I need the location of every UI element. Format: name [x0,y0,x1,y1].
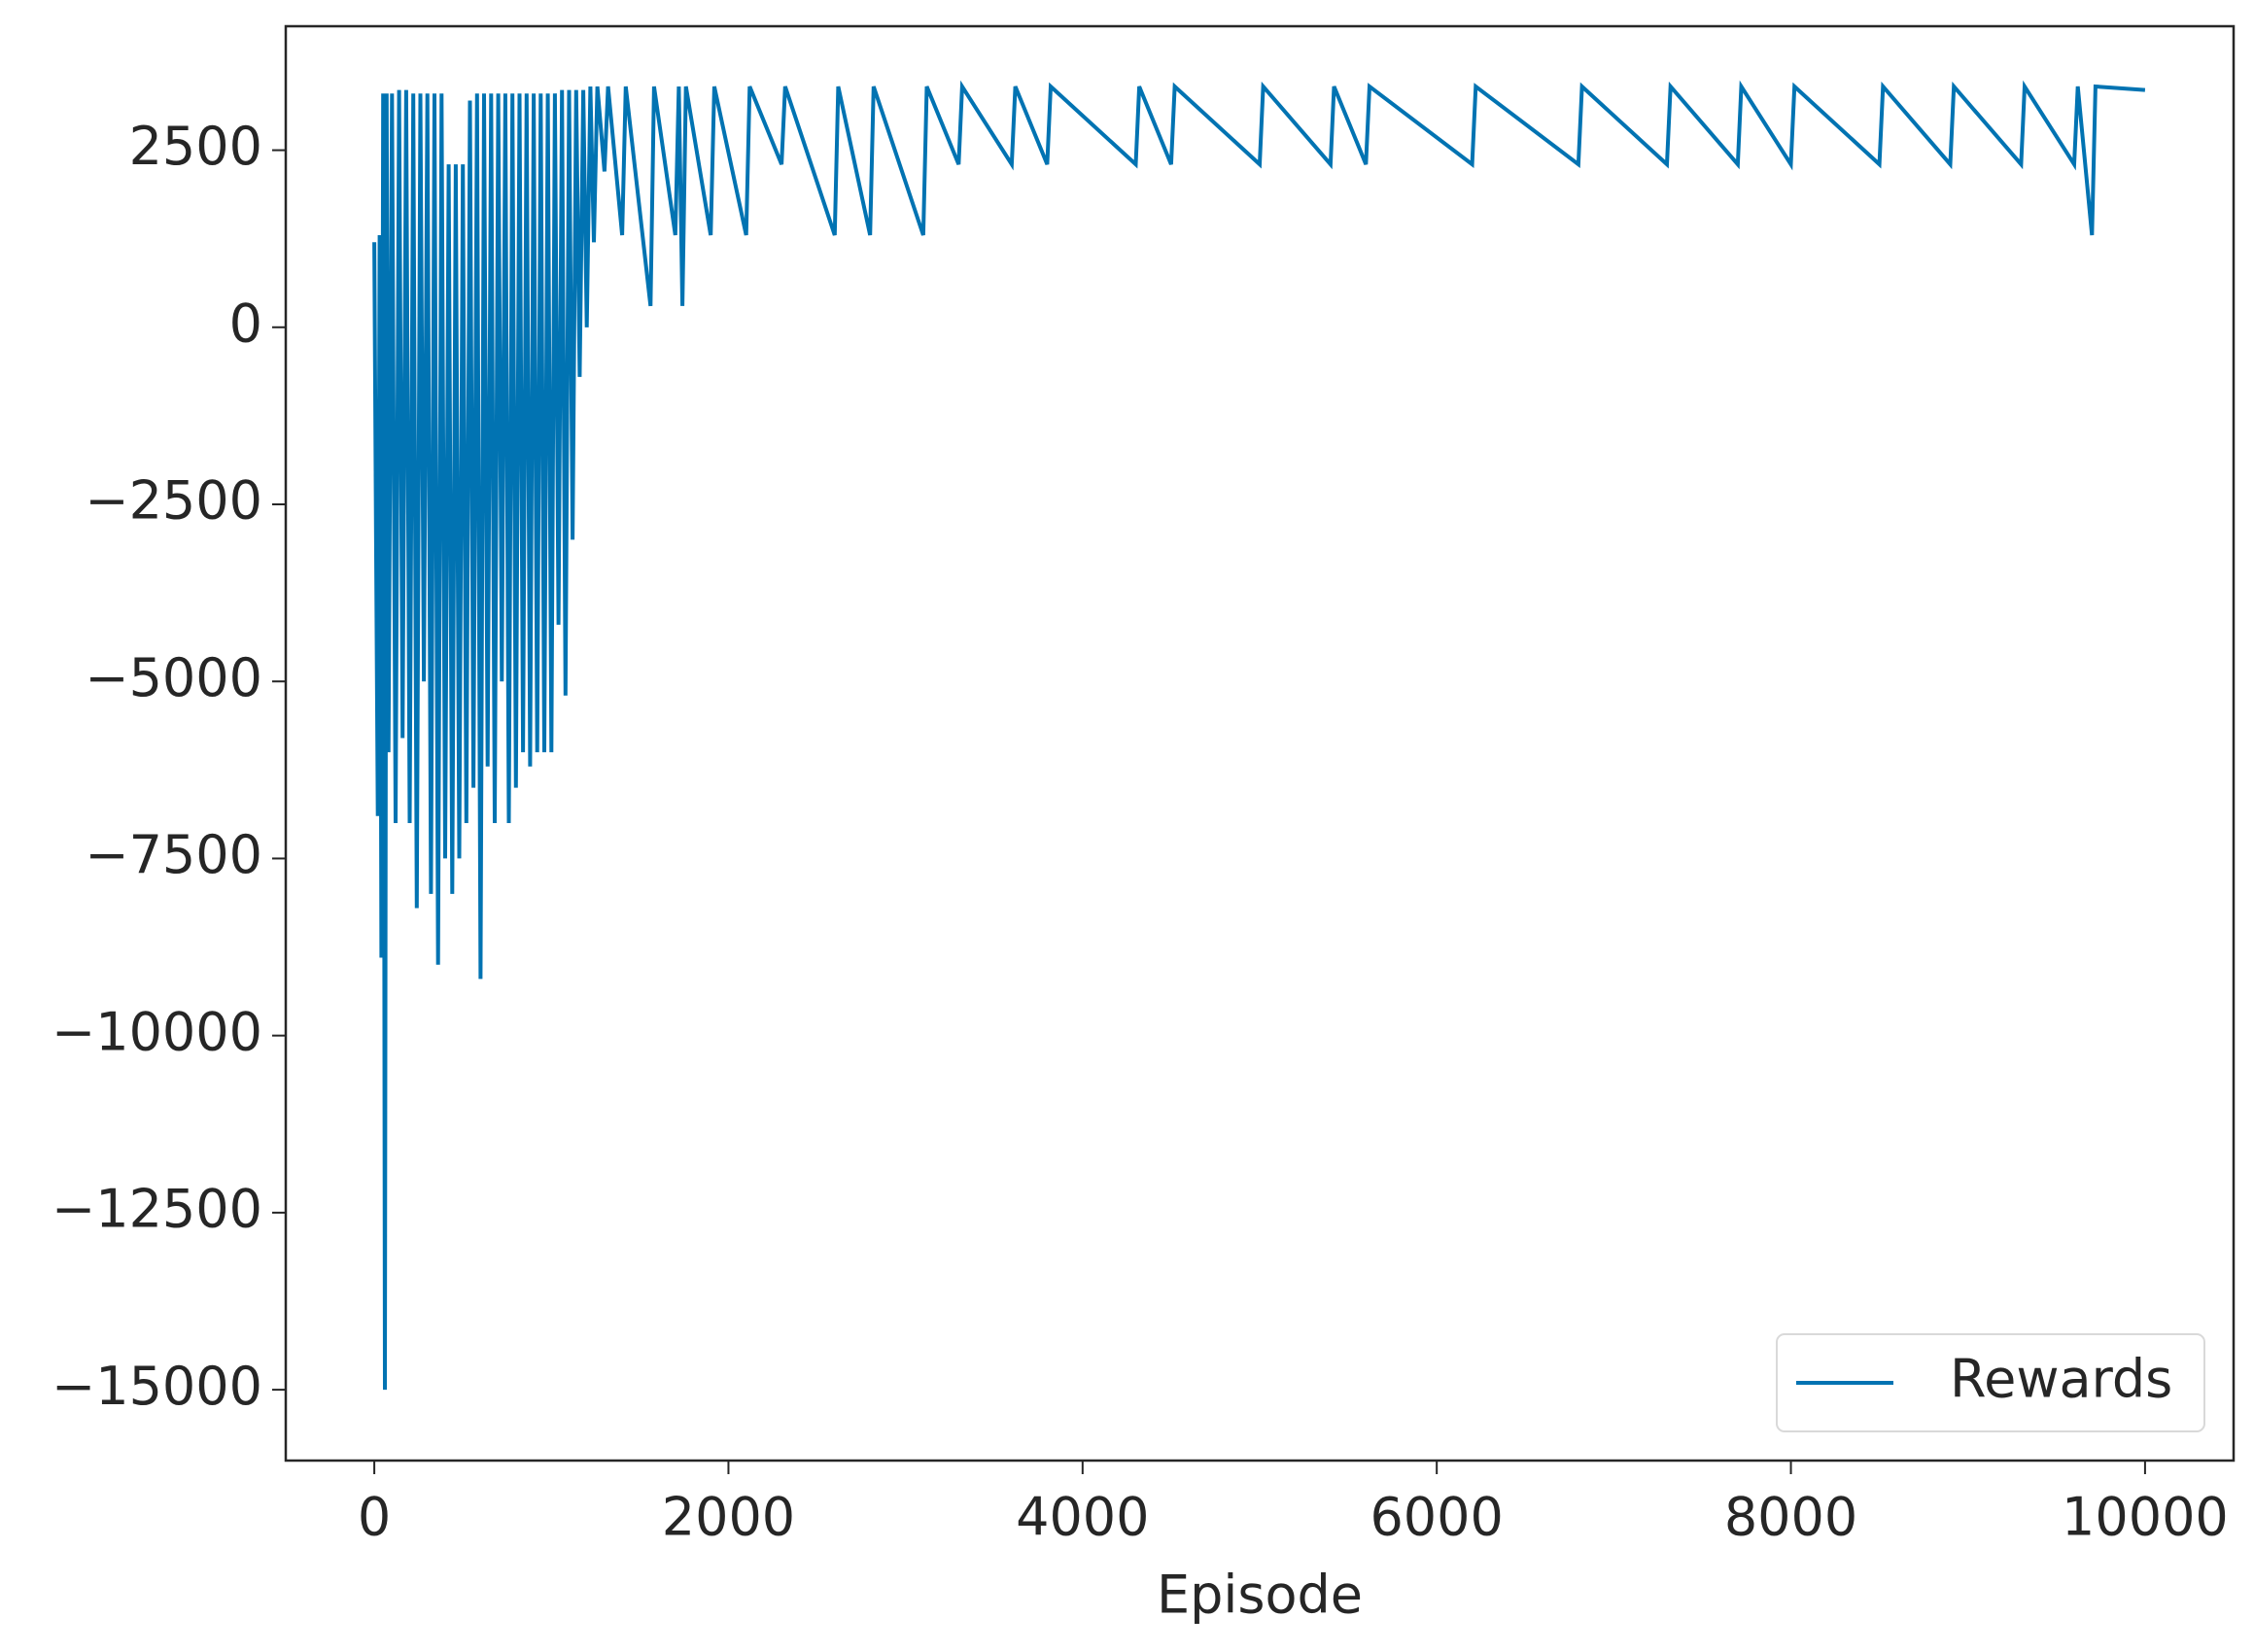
y-tick-label: 2500 [129,116,262,177]
plot-frame [284,24,2236,1463]
legend-box [1776,1333,2205,1432]
y-tick-label: 0 [229,293,262,354]
y-tick-label: −2500 [85,470,262,532]
x-tick-label: 10000 [2062,1487,2229,1548]
y-tick-label: −10000 [52,1001,262,1062]
y-tick-label: −12500 [52,1179,262,1240]
x-tick-label: 2000 [662,1487,795,1548]
x-tick-label: 6000 [1370,1487,1503,1548]
x-tick-label: 4000 [1016,1487,1149,1548]
y-tick-label: −7500 [85,824,262,885]
line [372,80,2146,1391]
legend-label: Rewards [1950,1349,2172,1410]
y-tick-label: −15000 [52,1356,262,1417]
x-tick-label: 0 [358,1487,391,1548]
y-tick-label: −5000 [85,647,262,708]
x-axis-label: Episode [1157,1565,1363,1626]
x-tick-label: 8000 [1724,1487,1857,1548]
